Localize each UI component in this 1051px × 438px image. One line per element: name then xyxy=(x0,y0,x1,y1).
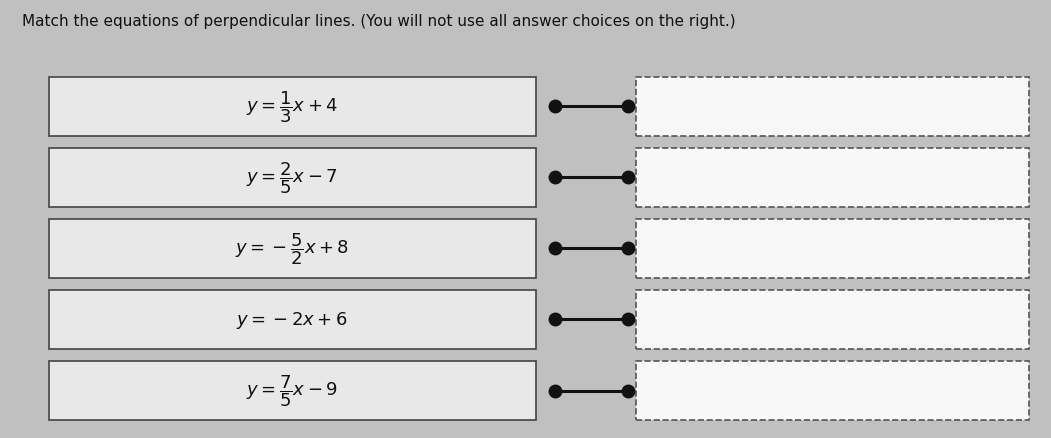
FancyBboxPatch shape xyxy=(636,290,1029,349)
FancyBboxPatch shape xyxy=(48,361,536,420)
Text: Match the equations of perpendicular lines. (You will not use all answer choices: Match the equations of perpendicular lin… xyxy=(22,14,736,29)
Text: $y = \dfrac{2}{5}x - 7$: $y = \dfrac{2}{5}x - 7$ xyxy=(246,160,338,196)
Text: $y = -2x + 6$: $y = -2x + 6$ xyxy=(236,309,348,330)
FancyBboxPatch shape xyxy=(636,361,1029,420)
Text: $y = \dfrac{1}{3}x + 4$: $y = \dfrac{1}{3}x + 4$ xyxy=(246,89,338,125)
FancyBboxPatch shape xyxy=(636,219,1029,278)
FancyBboxPatch shape xyxy=(48,78,536,136)
FancyBboxPatch shape xyxy=(636,148,1029,207)
FancyBboxPatch shape xyxy=(48,219,536,278)
FancyBboxPatch shape xyxy=(48,148,536,207)
Text: $y = -\dfrac{5}{2}x + 8$: $y = -\dfrac{5}{2}x + 8$ xyxy=(235,231,349,267)
Text: $y = \dfrac{7}{5}x - 9$: $y = \dfrac{7}{5}x - 9$ xyxy=(246,373,338,409)
FancyBboxPatch shape xyxy=(48,290,536,349)
FancyBboxPatch shape xyxy=(636,78,1029,136)
